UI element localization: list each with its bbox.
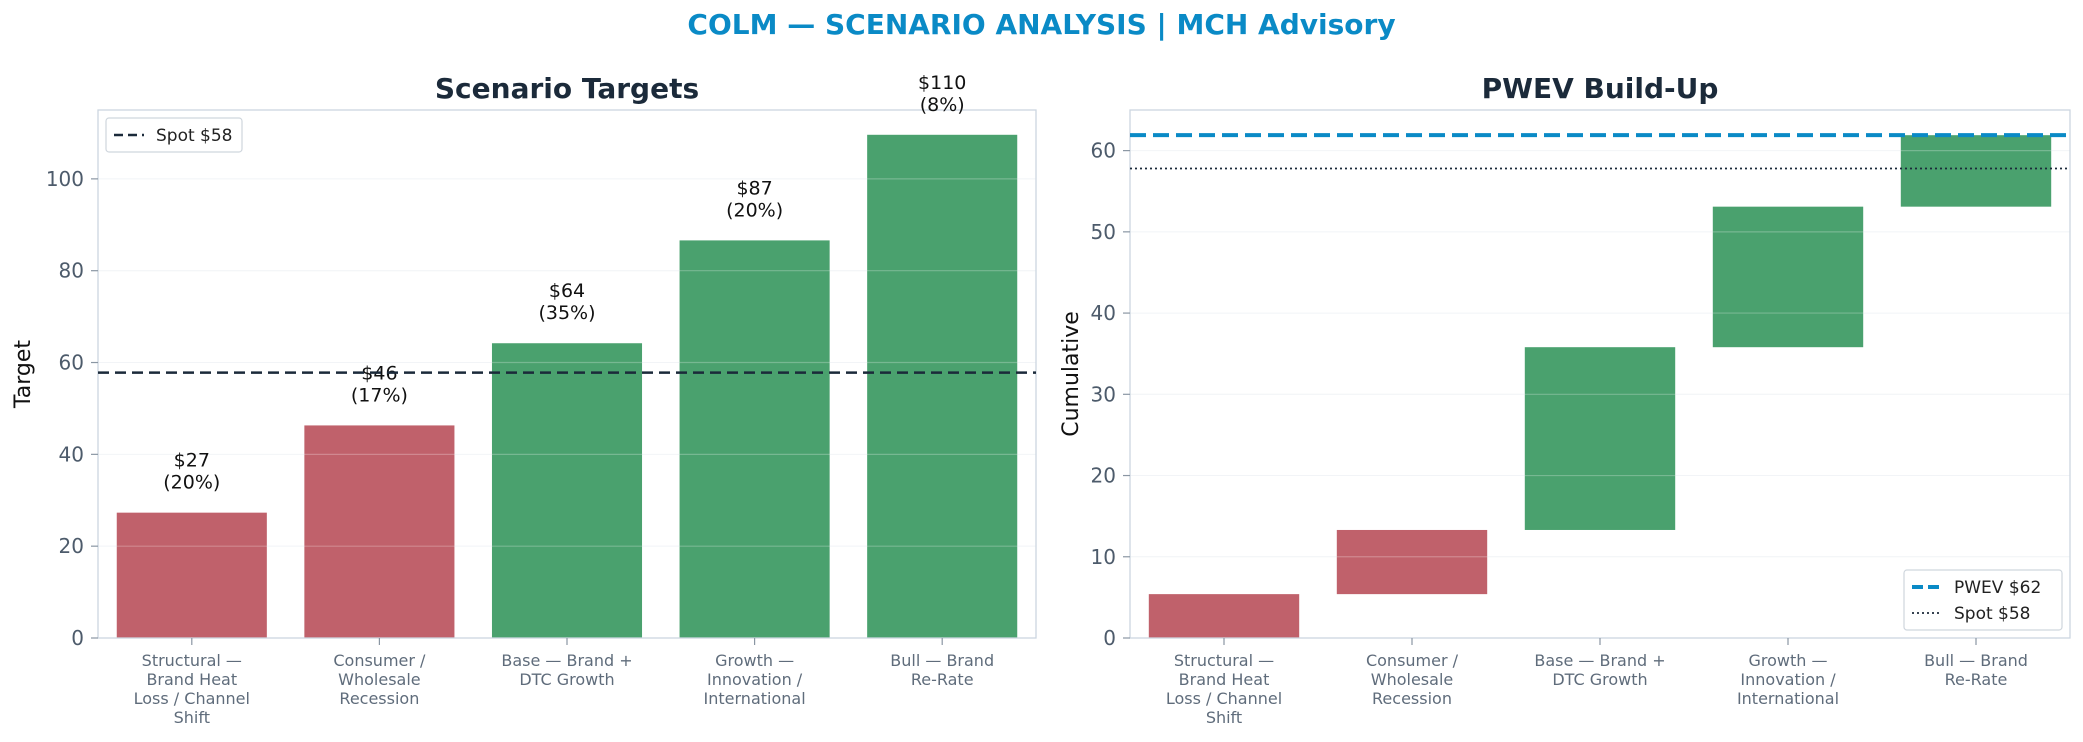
bar [679,240,830,638]
legend-label: Spot $58 [1954,604,2031,624]
data-label-value: $110 [918,72,966,94]
y-tick-label: 20 [59,534,84,558]
legend-box [1903,569,2063,631]
legend-label: Spot $58 [156,126,233,146]
x-tick-label: Bull — Brand Re-Rate [890,651,994,689]
bar [304,425,455,638]
y-tick-label: 0 [71,626,84,650]
y-tick-label: 60 [1091,139,1116,163]
bar [116,512,267,638]
y-tick-label: 60 [59,351,84,375]
data-label-value: $27 [174,450,210,472]
y-tick-label: 50 [1091,220,1116,244]
x-tick-label: Consumer / Wholesale Recession [1366,651,1459,708]
y-tick-label: 30 [1091,382,1116,406]
y-axis-label: Target [11,340,36,409]
y-tick-label: 80 [59,259,84,283]
y-tick-label: 10 [1091,545,1116,569]
x-tick-label: Growth — Innovation / International [1737,651,1839,708]
y-axis-label: Cumulative [1059,311,1084,437]
x-tick-label: Growth — Innovation / International [704,651,806,708]
data-label-probability: (8%) [920,94,965,116]
panel-title: Scenario Targets [435,72,699,105]
bar [491,343,643,638]
data-label-value: $64 [549,280,585,302]
scenario-targets-chart: Scenario Targets 0 20 40 60 80 100 Structural —… [11,72,1037,727]
data-label-probability: (20%) [163,472,220,494]
bar [1148,594,1300,638]
data-label-probability: (17%) [351,384,408,406]
bar [1524,347,1676,530]
figure-title: COLM — SCENARIO ANALYSIS | MCH Advisory [687,8,1396,41]
x-tick-label: Consumer / Wholesale Recession [333,651,426,708]
x-tick-label: Structural — Brand Heat Loss / Channel Shif… [1166,651,1282,727]
y-tick-label: 40 [59,442,84,466]
x-tick-label: Bull — Brand Re-Rate [1924,651,2028,689]
bar [1336,529,1488,595]
x-tick-label: Structural — Brand Heat Loss / Channel Shif… [134,651,250,727]
pwev-buildup-chart: PWEV Build-Up 0 10 20 30 40 50 60 Structural — Br… [1059,72,2071,727]
x-tick-label: Base — Brand + DTC Growth [501,651,632,689]
bar [1900,135,2052,207]
y-tick-label: 0 [1103,626,1116,650]
y-tick-label: 20 [1091,464,1116,488]
data-label-value: $87 [736,177,772,199]
panel-title: PWEV Build-Up [1482,72,1719,105]
bar [867,134,1018,639]
y-tick-label: 40 [1091,301,1116,325]
data-label-probability: (20%) [726,199,783,221]
bar [1712,206,1864,348]
y-tick-label: 100 [46,167,84,191]
legend-label: PWEV $62 [1954,578,2041,598]
x-tick-label: Base — Brand + DTC Growth [1534,651,1665,689]
data-label-probability: (35%) [538,302,595,324]
legend-box [105,117,243,153]
